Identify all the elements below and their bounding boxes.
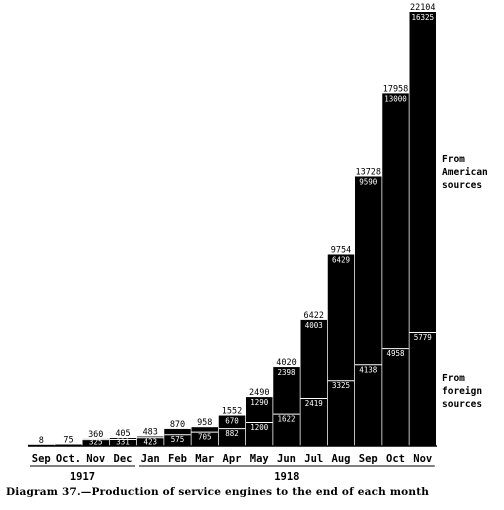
foreign-label-13: 4138 — [359, 365, 378, 374]
legend-foreign-line-1: From — [442, 373, 465, 384]
month-label-15: Nov — [413, 453, 432, 465]
total-label-7: 958 — [197, 418, 212, 428]
month-label-8: Apr — [223, 453, 242, 465]
foreign-label-3: 325 — [89, 438, 103, 447]
american-label-8: 670 — [225, 417, 239, 426]
legend-american-line-3: sources — [442, 180, 482, 191]
month-label-2: Oct. — [56, 453, 81, 465]
year-brackets-group: 1917 1918 — [30, 465, 435, 480]
bar-15 — [409, 12, 436, 446]
foreign-label-15: 5779 — [414, 333, 432, 342]
bar-12 — [327, 254, 355, 446]
total-label-12: 9754 — [331, 245, 351, 255]
foreign-label-5: 423 — [143, 438, 157, 447]
bar-8 — [218, 415, 246, 446]
chart-title: Diagram 37.—Production of service engine… — [6, 486, 430, 498]
inner-labels-group: 325 331 423 575 705 670 882 1290 1200 2398 1622 400… — [89, 13, 434, 447]
month-label-13: Sep — [359, 453, 378, 465]
month-label-5: Jan — [141, 453, 160, 465]
bar-5 — [137, 436, 164, 446]
month-label-1: Sep — [32, 453, 51, 465]
total-label-13: 13728 — [355, 167, 381, 177]
total-label-14: 17958 — [383, 84, 409, 94]
total-label-10: 4020 — [276, 358, 296, 368]
total-label-11: 6422 — [304, 311, 324, 321]
legend-american-line-1: From — [442, 154, 465, 165]
american-label-12: 6429 — [332, 255, 350, 264]
month-labels-group: Sep Oct. Nov Dec Jan Feb Mar Apr May Jun Jul Aug Sep… — [32, 453, 432, 465]
bar-14 — [382, 93, 409, 446]
total-label-8: 1552 — [222, 407, 242, 417]
foreign-label-9: 1200 — [250, 423, 269, 432]
month-label-9: May — [250, 453, 270, 465]
total-label-2: 75 — [63, 436, 73, 446]
american-label-14: 13000 — [384, 94, 407, 103]
total-labels-group: 8 75 360 405 483 870 958 1552 2490 4020 6422 9754 13… — [39, 3, 436, 446]
bar-10 — [273, 367, 300, 446]
bar-4 — [109, 438, 137, 446]
bars-group — [28, 12, 436, 446]
foreign-label-10: 1622 — [277, 415, 295, 424]
legend-foreign-line-2: foreign — [442, 386, 482, 397]
total-label-9: 2490 — [249, 388, 269, 398]
year-label-1: 1917 — [70, 471, 95, 480]
month-label-11: Jul — [304, 453, 323, 465]
month-label-6: Feb — [168, 453, 187, 465]
legend-foreign-line-3: sources — [442, 399, 482, 410]
month-label-12: Aug — [332, 453, 351, 465]
total-label-3: 360 — [88, 430, 103, 440]
legend-american-line-2: American — [442, 167, 488, 178]
bar-9 — [246, 397, 273, 446]
foreign-label-12: 3325 — [332, 381, 350, 390]
bar-13 — [355, 176, 382, 446]
american-label-15: 16325 — [411, 13, 434, 22]
american-label-9: 1290 — [250, 398, 269, 407]
foreign-label-8: 882 — [225, 429, 239, 438]
total-label-6: 870 — [170, 420, 185, 430]
stacked-bar-chart: 8 75 360 405 483 870 958 1552 2490 4020 6422 9754 13… — [28, 3, 488, 480]
total-label-15: 22104 — [410, 3, 436, 13]
foreign-label-14: 4958 — [386, 349, 405, 358]
foreign-label-11: 2419 — [305, 399, 323, 408]
legend-foreign: From foreign sources — [442, 373, 482, 410]
foreign-label-4: 331 — [116, 438, 130, 447]
total-label-1: 8 — [39, 436, 44, 446]
total-label-5: 483 — [143, 428, 158, 438]
american-label-13: 9590 — [359, 177, 378, 186]
legend-american: From American sources — [442, 154, 488, 191]
american-label-10: 2398 — [277, 368, 296, 377]
american-label-11: 4003 — [305, 321, 323, 330]
month-label-10: Jun — [277, 453, 296, 465]
month-label-4: Dec — [114, 453, 133, 465]
foreign-label-7: 705 — [198, 433, 212, 442]
month-label-3: Nov — [86, 453, 105, 465]
bar-11 — [300, 319, 327, 446]
total-label-4: 405 — [115, 429, 130, 439]
bar-6 — [164, 428, 191, 446]
month-label-7: Mar — [195, 453, 214, 465]
foreign-label-6: 575 — [171, 435, 185, 444]
month-label-14: Oct — [386, 453, 405, 465]
year-label-2: 1918 — [274, 471, 299, 480]
bar-3 — [82, 438, 109, 446]
